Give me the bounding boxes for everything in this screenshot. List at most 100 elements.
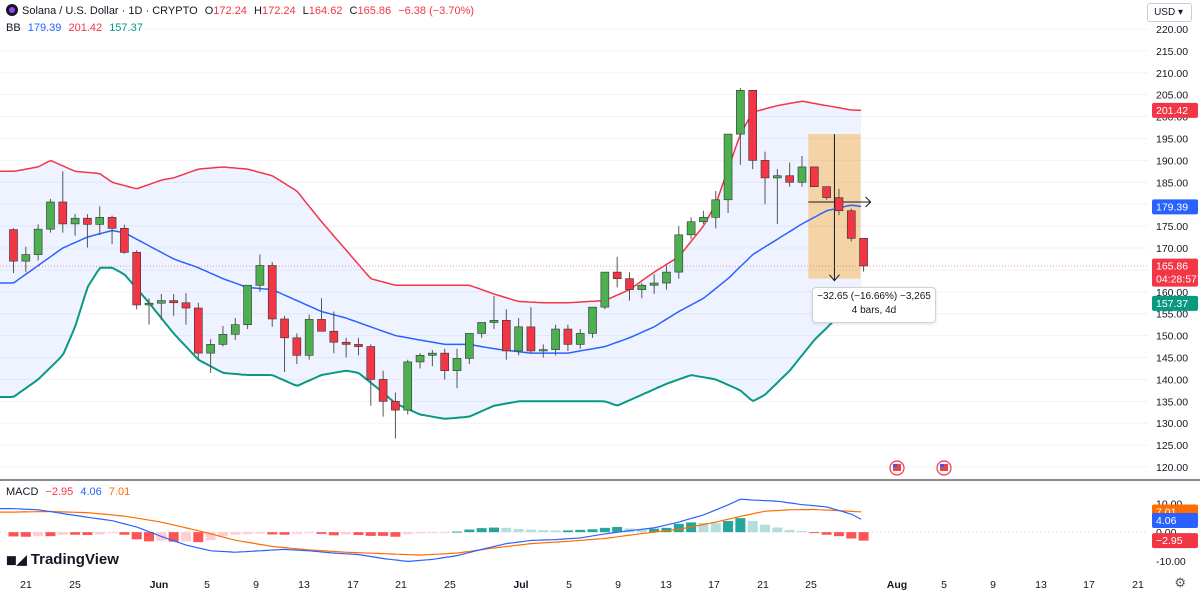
candle[interactable] bbox=[748, 89, 758, 170]
candle[interactable] bbox=[120, 224, 129, 254]
candle[interactable] bbox=[107, 215, 117, 245]
candle[interactable] bbox=[329, 311, 339, 354]
candle[interactable] bbox=[452, 348, 462, 389]
candle[interactable] bbox=[575, 329, 585, 349]
bb-legend[interactable]: BB 179.39 201.42 157.37 bbox=[6, 22, 147, 34]
candle[interactable] bbox=[859, 238, 868, 272]
measure-info: −32.65 (−16.66%) −3,265 4 bars, 4d bbox=[812, 287, 936, 323]
us-flag-icon[interactable] bbox=[936, 460, 952, 476]
candles[interactable] bbox=[9, 88, 868, 439]
candle[interactable] bbox=[686, 217, 696, 240]
candle[interactable] bbox=[292, 333, 302, 365]
candle[interactable] bbox=[391, 392, 400, 439]
candle[interactable] bbox=[157, 294, 166, 321]
candle[interactable] bbox=[637, 283, 647, 299]
candle[interactable] bbox=[674, 226, 684, 279]
gear-icon[interactable]: ⚙ bbox=[1174, 575, 1186, 590]
candle-body bbox=[218, 334, 228, 345]
candle[interactable] bbox=[649, 274, 659, 294]
currency-selector[interactable]: USD ▾ bbox=[1147, 3, 1192, 22]
candle[interactable] bbox=[538, 344, 548, 358]
candle-body bbox=[575, 333, 585, 345]
candle[interactable] bbox=[588, 306, 597, 338]
price-label: 201.42 bbox=[1156, 105, 1188, 117]
date-tick-label: 21 bbox=[757, 579, 769, 591]
candle[interactable] bbox=[403, 359, 413, 415]
macd-histogram-bar bbox=[230, 532, 241, 535]
candle[interactable] bbox=[280, 315, 289, 372]
candle[interactable] bbox=[711, 191, 721, 229]
candle[interactable] bbox=[70, 213, 80, 236]
open-label: O bbox=[204, 5, 214, 17]
candle[interactable] bbox=[699, 210, 708, 224]
candle[interactable] bbox=[9, 228, 18, 273]
candle[interactable] bbox=[218, 325, 228, 347]
candle[interactable] bbox=[489, 296, 499, 330]
candle[interactable] bbox=[526, 307, 536, 354]
macd-histogram-bar bbox=[772, 527, 783, 533]
macd-histogram-bar bbox=[402, 532, 413, 535]
macd-histogram-bar bbox=[858, 532, 869, 541]
candle[interactable] bbox=[378, 370, 388, 417]
candle[interactable] bbox=[723, 133, 733, 213]
macd-histogram-bar bbox=[735, 518, 746, 533]
candle[interactable] bbox=[797, 156, 807, 187]
candle[interactable] bbox=[304, 314, 314, 360]
candle[interactable] bbox=[132, 250, 141, 310]
candle[interactable] bbox=[625, 272, 634, 301]
candle[interactable] bbox=[563, 324, 573, 351]
candle[interactable] bbox=[366, 344, 376, 406]
candle[interactable] bbox=[760, 151, 770, 205]
candle[interactable] bbox=[230, 318, 240, 340]
candle[interactable] bbox=[477, 322, 486, 338]
candle[interactable] bbox=[181, 293, 191, 325]
candle[interactable] bbox=[341, 337, 351, 358]
candle[interactable] bbox=[846, 208, 856, 242]
date-tick-label: 17 bbox=[347, 579, 359, 591]
candle[interactable] bbox=[95, 206, 105, 235]
candle[interactable] bbox=[785, 162, 794, 187]
date-tick-label: 17 bbox=[1083, 579, 1095, 591]
candle[interactable] bbox=[612, 256, 622, 288]
date-tick-label: 21 bbox=[395, 579, 407, 591]
candle[interactable] bbox=[354, 337, 363, 356]
date-tick-label: 9 bbox=[990, 579, 996, 591]
candle[interactable] bbox=[33, 224, 43, 261]
candle[interactable] bbox=[83, 214, 92, 248]
candle[interactable] bbox=[551, 324, 560, 356]
candle[interactable] bbox=[465, 333, 474, 365]
candle[interactable] bbox=[255, 254, 265, 292]
candle[interactable] bbox=[415, 353, 425, 369]
candle[interactable] bbox=[809, 166, 819, 187]
event-markers[interactable] bbox=[889, 460, 952, 476]
candle[interactable] bbox=[46, 198, 55, 233]
candle[interactable] bbox=[428, 350, 437, 367]
candle[interactable] bbox=[736, 88, 745, 165]
candle[interactable] bbox=[144, 298, 154, 325]
macd-histogram-bar bbox=[131, 532, 142, 540]
macd-legend[interactable]: MACD −2.95 4.06 7.01 bbox=[6, 486, 134, 498]
candle[interactable] bbox=[440, 348, 450, 380]
candle[interactable] bbox=[501, 309, 511, 360]
candle[interactable] bbox=[194, 302, 203, 360]
bollinger-band-fill bbox=[0, 101, 862, 419]
us-flag-icon[interactable] bbox=[889, 460, 905, 476]
candle[interactable] bbox=[267, 262, 277, 327]
candle[interactable] bbox=[514, 318, 523, 356]
macd-signal-line bbox=[0, 508, 862, 556]
candle[interactable] bbox=[834, 188, 844, 216]
candle[interactable] bbox=[662, 265, 671, 290]
measure-box[interactable] bbox=[808, 134, 872, 282]
candle[interactable] bbox=[600, 271, 610, 310]
candle[interactable] bbox=[243, 284, 252, 330]
candle[interactable] bbox=[21, 246, 31, 273]
candle-body bbox=[46, 201, 55, 230]
candle[interactable] bbox=[58, 171, 68, 233]
candle[interactable] bbox=[317, 298, 326, 332]
candle[interactable] bbox=[169, 294, 178, 316]
macd-histogram-bar bbox=[279, 532, 290, 535]
candle[interactable] bbox=[773, 169, 782, 224]
candle[interactable] bbox=[822, 186, 831, 200]
candle[interactable] bbox=[206, 339, 215, 373]
